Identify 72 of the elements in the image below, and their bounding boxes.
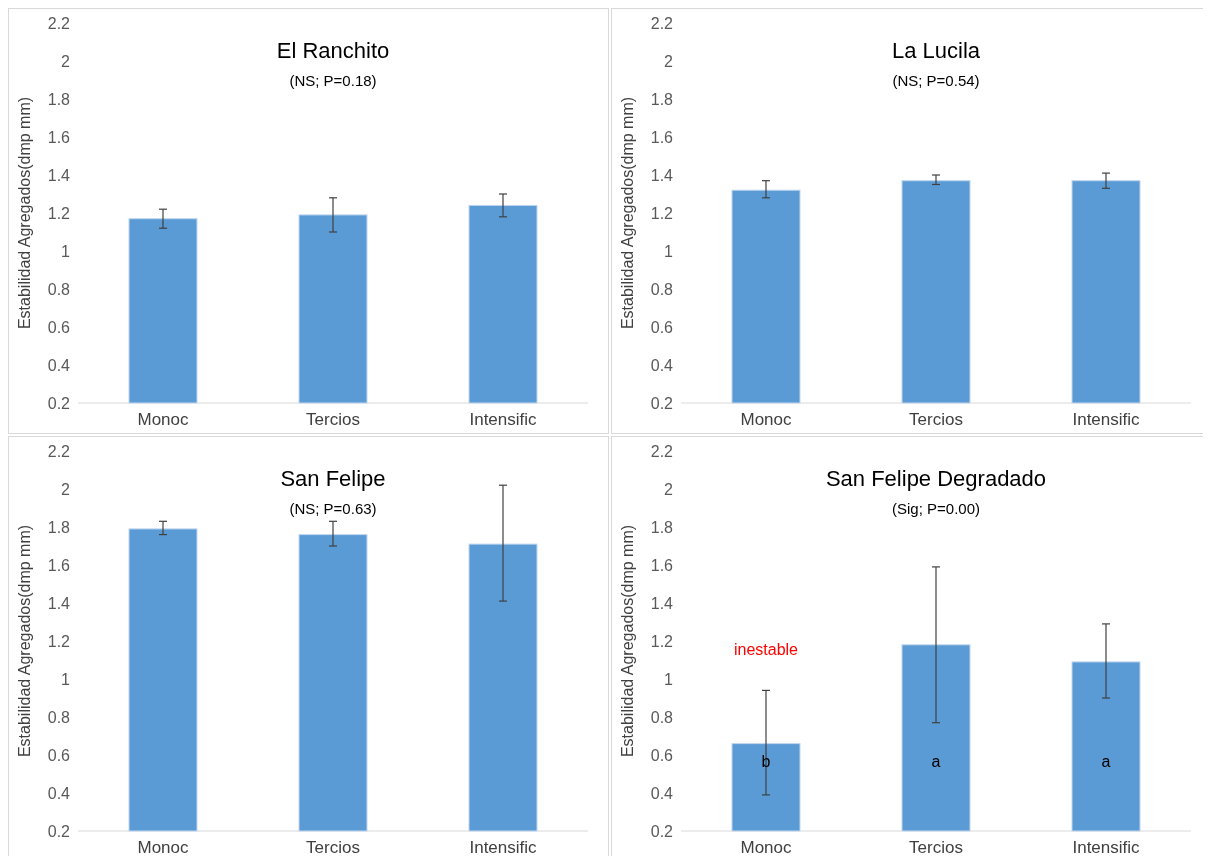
y-tick-label: 1.2 (650, 204, 674, 222)
x-tick-label: Intensific (1072, 838, 1141, 856)
y-tick-label: 1 (664, 242, 674, 260)
y-tick-label: 1.4 (47, 594, 71, 612)
text: (NS; P=0.63) (289, 500, 377, 517)
y-tick-label: 2 (664, 52, 674, 70)
x-tick-label: Intensific (1072, 410, 1141, 429)
y-axis-title: Estabilidad Agregados(dmp mm) (619, 96, 636, 330)
y-tick-label: 1.4 (650, 166, 674, 184)
y-tick-label: 1.8 (47, 90, 71, 108)
x-tick-label: Tercios (306, 838, 360, 856)
y-tick-label: 2.2 (650, 14, 674, 32)
y-tick-label: 1 (61, 242, 71, 260)
y-tick-label: 1.8 (650, 90, 674, 108)
y-tick-label: 0.4 (650, 784, 674, 802)
y-tick-label: 0.4 (47, 784, 71, 802)
x-tick-label: Intensific (469, 410, 538, 429)
text: (NS; P=0.18) (289, 72, 377, 89)
x-tick-label: Monoc (137, 838, 190, 856)
y-tick-label: 1.6 (650, 128, 674, 146)
y-tick-label: 1.2 (650, 632, 674, 650)
text: San Felipe Degradado (825, 466, 1047, 491)
y-tick-label: 1.6 (650, 556, 674, 574)
annotation: a (931, 752, 941, 770)
y-tick-label: 1.8 (650, 518, 674, 536)
y-tick-label: 1.2 (47, 204, 71, 222)
y-tick-label: 0.8 (650, 708, 674, 726)
y-tick-label: 0.2 (47, 394, 71, 412)
y-tick-label: 1 (664, 670, 674, 688)
y-tick-label: 0.6 (650, 746, 674, 764)
y-tick-label: 0.4 (650, 356, 674, 374)
y-tick-label: 2 (61, 480, 71, 498)
y-tick-label: 1.4 (47, 166, 71, 184)
y-tick-label: 0.6 (47, 746, 71, 764)
y-tick-label: 0.2 (47, 822, 71, 840)
y-tick-label: 0.4 (47, 356, 71, 374)
y-tick-label: 1.8 (47, 518, 71, 536)
y-tick-label: 2.2 (47, 442, 71, 460)
y-tick-label: 0.2 (650, 394, 674, 412)
annotation: a (1101, 752, 1111, 770)
y-tick-label: 0.6 (47, 318, 71, 336)
y-axis-title: Estabilidad Agregados(dmp mm) (619, 524, 636, 758)
text: (NS; P=0.54) (892, 72, 980, 89)
y-tick-label: 0.8 (47, 280, 71, 298)
text: El Ranchito (276, 38, 390, 63)
x-tick-label: Intensific (469, 838, 538, 856)
annotation: inestable (733, 641, 799, 659)
x-tick-label: Monoc (740, 410, 793, 429)
y-tick-label: 0.8 (650, 280, 674, 298)
y-tick-label: 0.2 (650, 822, 674, 840)
x-tick-label: Tercios (909, 410, 963, 429)
y-tick-label: 1 (61, 670, 71, 688)
y-tick-label: 0.8 (47, 708, 71, 726)
x-tick-label: Monoc (740, 838, 793, 856)
y-tick-label: 2 (664, 480, 674, 498)
text: La Lucila (891, 38, 981, 63)
text: San Felipe (280, 466, 386, 491)
y-tick-label: 0.6 (650, 318, 674, 336)
y-tick-label: 1.2 (47, 632, 71, 650)
x-tick-label: Tercios (909, 838, 963, 856)
y-tick-label: 1.4 (650, 594, 674, 612)
annotation: b (761, 752, 771, 770)
y-axis-title: Estabilidad Agregados(dmp mm) (16, 96, 33, 330)
y-tick-label: 2.2 (47, 14, 71, 32)
text: (Sig; P=0.00) (892, 500, 980, 517)
x-tick-label: Tercios (306, 410, 360, 429)
y-tick-label: 2.2 (650, 442, 674, 460)
y-tick-label: 2 (61, 52, 71, 70)
y-tick-label: 1.6 (47, 556, 71, 574)
y-tick-label: 1.6 (47, 128, 71, 146)
x-tick-label: Monoc (137, 410, 190, 429)
y-axis-title: Estabilidad Agregados(dmp mm) (16, 524, 33, 758)
